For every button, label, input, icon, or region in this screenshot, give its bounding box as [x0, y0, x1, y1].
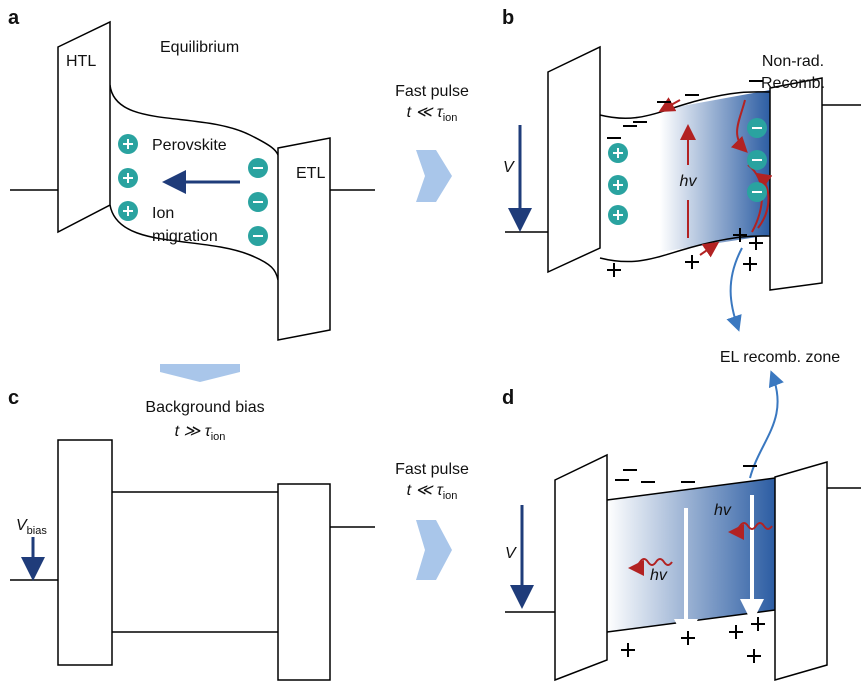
- condition: t ≪ τion: [407, 104, 458, 124]
- title: Equilibrium: [160, 39, 239, 56]
- panel-b: b V Non-rad. Recomb. hv: [502, 7, 861, 328]
- photon-label: hv: [680, 173, 698, 190]
- panel-label: c: [8, 387, 19, 409]
- etl: [278, 484, 330, 680]
- arrow: [160, 364, 240, 382]
- etl: [775, 462, 827, 680]
- condition-sub: ion: [443, 490, 458, 502]
- transition-cd: Fast pulse t ≪ τion: [395, 461, 469, 580]
- panel-d: d V hv hv: [502, 387, 861, 680]
- bias-label: Background bias: [145, 399, 264, 416]
- recomb-label: Non-rad.: [762, 53, 824, 70]
- transition-ab: Fast pulse t ≪ τion: [395, 83, 469, 202]
- zone-arrow: [731, 248, 742, 328]
- condition-sub: ion: [443, 112, 458, 124]
- arrow: [416, 150, 452, 202]
- panel-label: a: [8, 7, 20, 29]
- voltage-label: Vbias: [16, 517, 47, 537]
- etl-label: ETL: [296, 165, 325, 182]
- recomb-label: Recomb.: [761, 75, 825, 92]
- figure: a HTL Equilibrium ETL Perovskite Ion mig…: [0, 0, 861, 682]
- voltage-sub: bias: [27, 525, 48, 537]
- photon-label: hv: [714, 502, 732, 519]
- arrow: [416, 520, 452, 580]
- arrow: [700, 244, 716, 255]
- pulse-label: Fast pulse: [395, 83, 469, 100]
- pulse-label: Fast pulse: [395, 461, 469, 478]
- etl: [770, 78, 822, 290]
- panel-a: a HTL Equilibrium ETL Perovskite Ion mig…: [8, 7, 375, 340]
- htl: [555, 455, 607, 680]
- photon-label: hv: [650, 567, 668, 584]
- htl: [548, 47, 600, 272]
- zone-arrow: [750, 374, 778, 478]
- panel-c: c Background bias t ≫ τion Vbias: [8, 364, 375, 680]
- material-label: Perovskite: [152, 137, 227, 154]
- htl: [58, 440, 112, 665]
- band-fill: [607, 478, 775, 632]
- condition: t ≪ τion: [407, 482, 458, 502]
- voltage-label: V: [503, 159, 515, 176]
- htl-label: HTL: [66, 53, 96, 70]
- condition-sub: ion: [211, 431, 226, 443]
- condition-main: t ≫ τ: [175, 423, 212, 440]
- condition: t ≫ τion: [175, 423, 226, 443]
- panel-label: d: [502, 387, 514, 409]
- ion-label: Ion: [152, 205, 174, 222]
- condition-main: t ≪ τ: [407, 104, 444, 121]
- ion-label: migration: [152, 228, 218, 245]
- zone-label: EL recomb. zone: [720, 349, 840, 366]
- voltage-label: V: [505, 545, 517, 562]
- condition-main: t ≪ τ: [407, 482, 444, 499]
- panel-label: b: [502, 7, 514, 29]
